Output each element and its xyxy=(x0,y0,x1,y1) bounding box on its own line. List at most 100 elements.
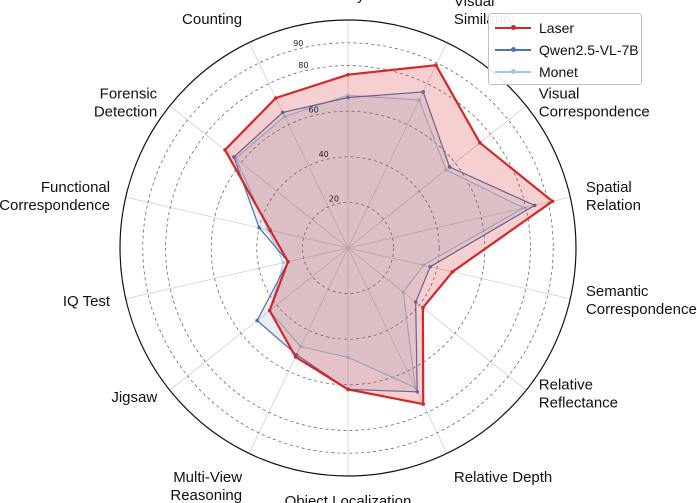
category-label-line: Relative xyxy=(539,376,593,393)
grid-ring xyxy=(256,156,440,340)
point-laser-2 xyxy=(478,141,482,145)
point-laser-4 xyxy=(450,270,455,274)
point-qwen2-5-vl-7b-9 xyxy=(255,318,259,323)
point-laser-5 xyxy=(421,305,425,310)
grid-ring xyxy=(165,65,531,431)
spoke-line xyxy=(169,105,349,249)
category-label-line: Relation xyxy=(586,197,641,214)
point-laser-6 xyxy=(421,402,426,406)
spoke-line xyxy=(248,42,349,249)
point-qwen2-5-vl-7b-3 xyxy=(532,203,537,208)
r-tick-label: 20 xyxy=(329,195,339,204)
point-laser-0 xyxy=(346,72,350,77)
point-laser-8 xyxy=(293,355,298,359)
radar-grid xyxy=(119,19,577,477)
category-label-7: Object Localization xyxy=(285,493,412,503)
r-tick-label: 60 xyxy=(309,106,319,115)
point-monet-5 xyxy=(401,290,405,294)
point-monet-10 xyxy=(281,261,286,265)
r-tick-label: 90 xyxy=(293,39,303,48)
category-label-line: Detection xyxy=(94,104,157,121)
legend-item-qwen: Qwen2.5-VL-7B xyxy=(495,40,639,60)
grid-ring xyxy=(142,42,554,454)
category-label-9: Jigsaw xyxy=(111,389,157,406)
point-laser-7 xyxy=(346,387,350,392)
category-label-line: Correspondence xyxy=(539,104,650,121)
point-qwen2-5-vl-7b-5 xyxy=(413,300,418,304)
point-qwen2-5-vl-7b-2 xyxy=(447,165,452,169)
spoke-line xyxy=(347,247,527,391)
category-label-line: Functional xyxy=(41,179,110,196)
radar-tick-labels: 20 40 60 80 90 xyxy=(293,39,339,204)
point-laser-10 xyxy=(286,259,290,264)
radar-series xyxy=(223,63,555,406)
category-label-0: Art Style xyxy=(320,0,377,4)
point-qwen2-5-vl-7b-1 xyxy=(421,90,426,94)
legend-swatch-laser xyxy=(495,25,531,30)
point-qwen2-5-vl-7b-12 xyxy=(232,155,236,159)
category-label-line: Jigsaw xyxy=(111,389,157,406)
category-label-line: Spatial xyxy=(586,179,632,196)
category-label-line: Object Localization xyxy=(285,493,412,503)
point-qwen2-5-vl-7b-0 xyxy=(346,95,350,100)
spoke-line xyxy=(347,247,571,300)
spoke-line xyxy=(125,247,349,300)
legend-label-monet: Monet xyxy=(539,64,578,80)
category-label-line: Visual xyxy=(454,0,495,10)
point-laser-13 xyxy=(274,96,278,100)
category-label-line: Reflectance xyxy=(539,394,618,411)
spoke-line xyxy=(125,196,349,249)
point-monet-2 xyxy=(444,168,448,172)
r-tick-label: 80 xyxy=(298,61,308,70)
spoke-line xyxy=(169,247,349,391)
category-label-line: Art Style xyxy=(320,0,377,4)
point-laser-12 xyxy=(223,148,227,152)
spoke-line xyxy=(248,247,349,454)
point-monet-4 xyxy=(422,263,426,267)
spoke-line xyxy=(347,247,448,454)
category-label-line: Forensic xyxy=(100,86,158,103)
category-label-10: IQ Test xyxy=(63,293,111,310)
point-monet-3 xyxy=(522,206,526,210)
spoke-line xyxy=(347,105,527,249)
legend-item-monet: Monet xyxy=(495,62,578,82)
category-label-line: Counting xyxy=(182,11,242,28)
category-label-line: Multi-View xyxy=(173,469,242,486)
point-laser-1 xyxy=(434,63,438,67)
r-tick-label: 40 xyxy=(319,150,329,159)
point-laser-9 xyxy=(267,308,272,313)
legend-item-laser: Laser xyxy=(495,18,574,38)
point-qwen2-5-vl-7b-11 xyxy=(257,225,261,230)
outer-ring xyxy=(119,19,577,477)
point-monet-1 xyxy=(417,98,421,102)
legend-label-qwen: Qwen2.5-VL-7B xyxy=(539,42,639,58)
category-label-line: Relative Depth xyxy=(454,469,552,486)
point-monet-13 xyxy=(283,114,287,119)
point-qwen2-5-vl-7b-6 xyxy=(415,390,420,394)
category-label-line: IQ Test xyxy=(63,293,111,310)
spoke-line xyxy=(347,42,448,249)
category-label-line: Correspondence xyxy=(586,301,697,318)
category-label-line: Reasoning xyxy=(170,487,242,503)
point-monet-7 xyxy=(346,355,350,359)
category-label-6: Relative Depth xyxy=(454,469,552,486)
point-monet-6 xyxy=(413,386,417,390)
grid-ring xyxy=(302,202,394,294)
legend-swatch-monet xyxy=(495,69,531,74)
legend: Laser Qwen2.5-VL-7B Monet xyxy=(488,13,642,85)
point-laser-11 xyxy=(268,228,273,232)
legend-swatch-qwen xyxy=(495,47,531,52)
category-label-line: Visual xyxy=(539,86,580,103)
point-qwen2-5-vl-7b-4 xyxy=(428,265,433,269)
point-laser-3 xyxy=(550,199,555,204)
legend-label-laser: Laser xyxy=(539,20,575,36)
